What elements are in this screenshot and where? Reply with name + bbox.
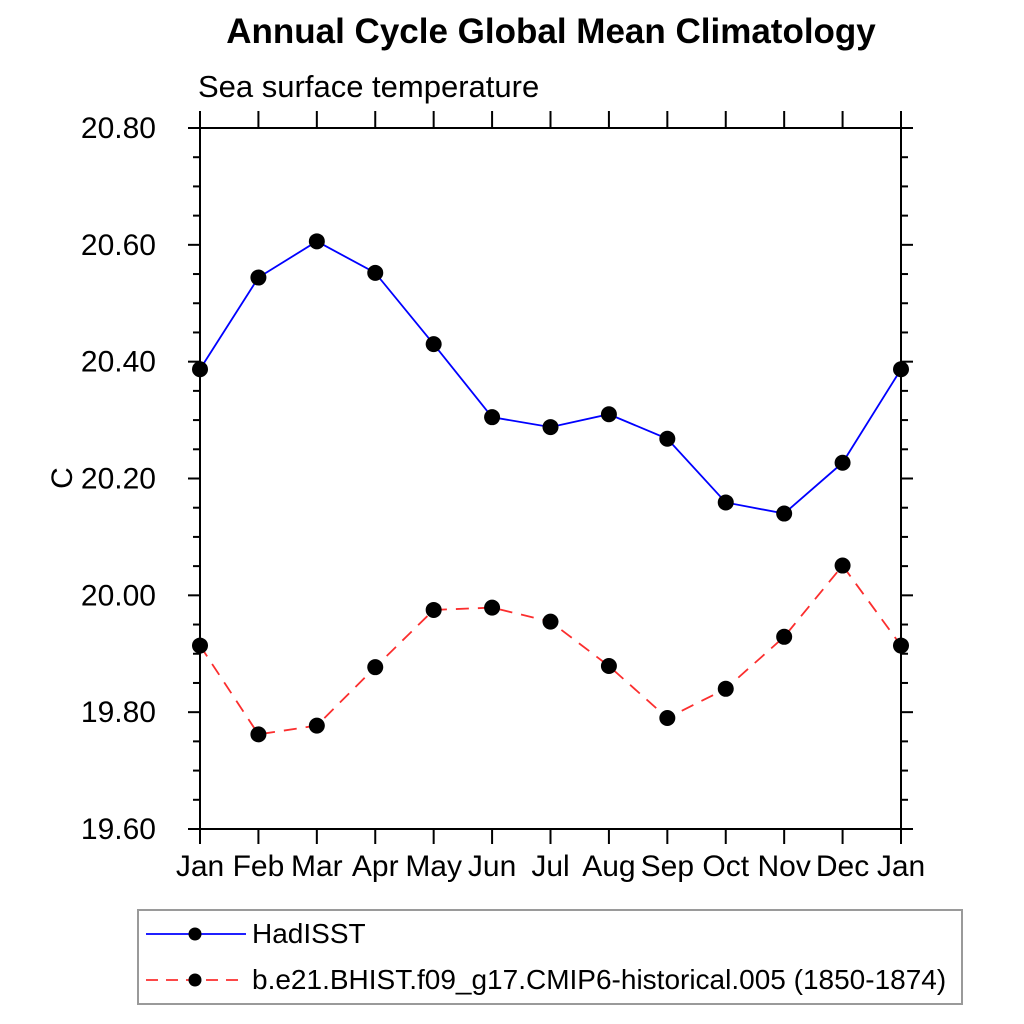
x-tick-label: Nov (757, 850, 810, 883)
data-point-1-10 (776, 628, 793, 645)
legend-marker-dot (188, 973, 202, 987)
data-point-0-2 (308, 233, 325, 250)
y-tick-label: 19.60 (81, 813, 156, 846)
data-point-0-0 (192, 361, 208, 378)
x-tick-label: Sep (641, 850, 694, 883)
x-tick-label: Jan (877, 850, 925, 883)
y-axis-title: C (46, 467, 79, 489)
data-point-1-1 (250, 726, 267, 743)
data-point-1-12 (893, 637, 909, 654)
x-tick-label: Jun (468, 850, 516, 883)
x-tick-label: May (405, 850, 462, 883)
legend-dashed-line-icon (146, 973, 246, 987)
x-tick-label: Feb (233, 850, 285, 883)
x-tick-label: Oct (702, 850, 749, 883)
legend: HadISST b.e21.BHIST.f09_g17.CMIP6-histor… (137, 909, 963, 1005)
legend-item-hadisst: HadISST (139, 913, 961, 955)
data-point-0-3 (367, 264, 384, 281)
data-point-1-5 (484, 599, 501, 616)
data-point-1-11 (834, 557, 851, 574)
data-point-1-8 (659, 710, 676, 727)
legend-marker-dot (188, 927, 202, 941)
data-point-0-9 (717, 494, 734, 511)
data-point-0-11 (834, 454, 851, 471)
chart-title: Annual Cycle Global Mean Climatology (226, 12, 876, 51)
y-tick-label: 20.80 (81, 112, 156, 145)
y-tick-label: 19.80 (81, 696, 156, 729)
x-tick-label: Mar (291, 850, 343, 883)
data-point-0-10 (776, 505, 793, 522)
data-point-0-6 (542, 419, 559, 436)
y-tick-label: 20.40 (81, 346, 156, 379)
series-line-0 (199, 240, 902, 515)
data-point-1-2 (308, 717, 325, 734)
x-tick-label: Apr (352, 850, 399, 883)
data-point-0-12 (893, 361, 909, 378)
data-point-1-6 (542, 613, 559, 630)
data-point-1-7 (600, 658, 617, 675)
legend-item-model: b.e21.BHIST.f09_g17.CMIP6-historical.005… (139, 959, 961, 1001)
data-point-0-1 (250, 269, 267, 286)
data-point-1-4 (425, 601, 442, 618)
data-point-1-3 (367, 659, 384, 676)
y-tick-label: 20.20 (81, 463, 156, 496)
data-point-1-0 (192, 637, 208, 654)
legend-solid-line-icon (146, 927, 246, 941)
data-point-0-7 (600, 406, 617, 423)
x-tick-label: Aug (582, 850, 635, 883)
data-point-0-5 (484, 409, 501, 426)
x-tick-label: Jul (531, 850, 569, 883)
legend-label-model: b.e21.BHIST.f09_g17.CMIP6-historical.005… (252, 964, 947, 995)
data-point-0-8 (659, 430, 676, 447)
x-tick-label: Jan (176, 850, 224, 883)
y-tick-label: 20.60 (81, 229, 156, 262)
chart-subtitle: Sea surface temperature (198, 69, 540, 104)
legend-label-hadisst: HadISST (252, 918, 366, 949)
series-line-1 (199, 564, 902, 736)
y-tick-label: 20.00 (81, 579, 156, 612)
data-point-1-9 (717, 680, 734, 697)
x-tick-label: Dec (816, 850, 869, 883)
data-point-0-4 (425, 336, 442, 353)
